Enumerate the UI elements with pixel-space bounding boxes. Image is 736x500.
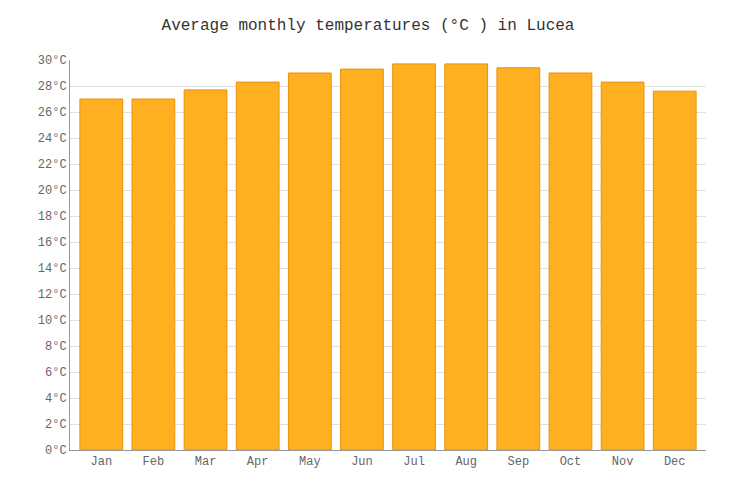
svg-text:Jan: Jan [90,455,112,469]
svg-text:Nov: Nov [612,455,634,469]
svg-text:2°C: 2°C [45,418,67,432]
svg-text:26°C: 26°C [38,106,67,120]
svg-text:Jun: Jun [351,455,373,469]
svg-text:Jul: Jul [403,455,425,469]
svg-text:Feb: Feb [143,455,165,469]
svg-text:4°C: 4°C [45,392,67,406]
svg-text:18°C: 18°C [38,210,67,224]
svg-text:Oct: Oct [560,455,582,469]
svg-text:20°C: 20°C [38,184,67,198]
svg-text:28°C: 28°C [38,80,67,94]
svg-text:6°C: 6°C [45,366,67,380]
svg-text:Aug: Aug [455,455,477,469]
svg-text:8°C: 8°C [45,340,67,354]
svg-text:0°C: 0°C [45,444,67,458]
svg-text:Mar: Mar [195,455,217,469]
svg-text:10°C: 10°C [38,314,67,328]
svg-text:12°C: 12°C [38,288,67,302]
svg-text:Dec: Dec [664,455,686,469]
svg-text:24°C: 24°C [38,132,67,146]
svg-text:Average monthly temperatures (: Average monthly temperatures (°C ) in Lu… [162,17,575,35]
svg-text:Sep: Sep [508,455,530,469]
svg-text:30°C: 30°C [38,54,67,68]
svg-text:Apr: Apr [247,455,269,469]
svg-text:May: May [299,455,321,469]
svg-text:14°C: 14°C [38,262,67,276]
svg-text:16°C: 16°C [38,236,67,250]
svg-text:22°C: 22°C [38,158,67,172]
